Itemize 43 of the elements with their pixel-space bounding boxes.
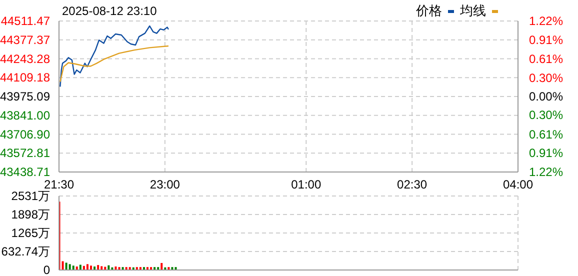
y-tick-label: 0 <box>43 263 50 276</box>
bar <box>86 264 88 270</box>
y2-tick-label: 0.61% <box>529 52 564 66</box>
bar <box>62 261 64 270</box>
bar <box>72 266 74 270</box>
y-tick-label: 44377.37 <box>0 32 50 47</box>
y-tick-label: 632.74万 <box>1 244 50 258</box>
y2-tick-label: 1.22% <box>529 165 564 179</box>
x-tick-label: 02:30 <box>397 178 428 192</box>
line-series <box>60 25 170 88</box>
y-tick-label: 43706.90 <box>0 127 50 142</box>
y-tick-label: 43572.81 <box>0 146 50 160</box>
y-tick-label: 1265万 <box>11 226 50 240</box>
y-tick-label: 43438.71 <box>0 165 50 179</box>
y-tick-label: 44243.28 <box>0 52 50 66</box>
y2-tick-label: 0.61% <box>529 127 564 142</box>
y2-tick-label: 0.30% <box>529 108 564 122</box>
bar <box>100 266 103 270</box>
y-tick-label: 43975.09 <box>0 90 50 104</box>
bar <box>90 266 92 270</box>
y2-tick-label: 0.91% <box>529 33 564 48</box>
x-tick-label: 01:00 <box>291 178 322 192</box>
bar <box>160 262 163 270</box>
x-tick-label: 23:00 <box>150 178 180 192</box>
y-tick-label: 2531万 <box>11 189 50 203</box>
line-series <box>60 45 170 82</box>
bar <box>97 265 100 270</box>
legend-label: 价格 <box>416 2 442 20</box>
y2-tick-label: 0.00% <box>529 90 564 104</box>
y-tick-label: 44511.47 <box>0 14 50 28</box>
x-tick-label: 04:00 <box>502 178 534 192</box>
bar <box>65 262 68 270</box>
bar <box>68 264 71 270</box>
y2-tick-label: 1.22% <box>529 14 564 28</box>
y2-tick-label: 0.30% <box>529 70 564 85</box>
chart-title: 2025-08-12 23:10 <box>62 4 157 18</box>
bar <box>79 264 82 270</box>
legend-label: 均线 <box>460 2 486 20</box>
y-tick-label: 44109.18 <box>0 70 50 85</box>
y-tick-label: 43841.00 <box>0 108 50 122</box>
y-tick-label: 1898万 <box>11 208 50 222</box>
x-tick-label: 21:30 <box>44 178 74 192</box>
y2-tick-label: 0.91% <box>529 146 564 160</box>
